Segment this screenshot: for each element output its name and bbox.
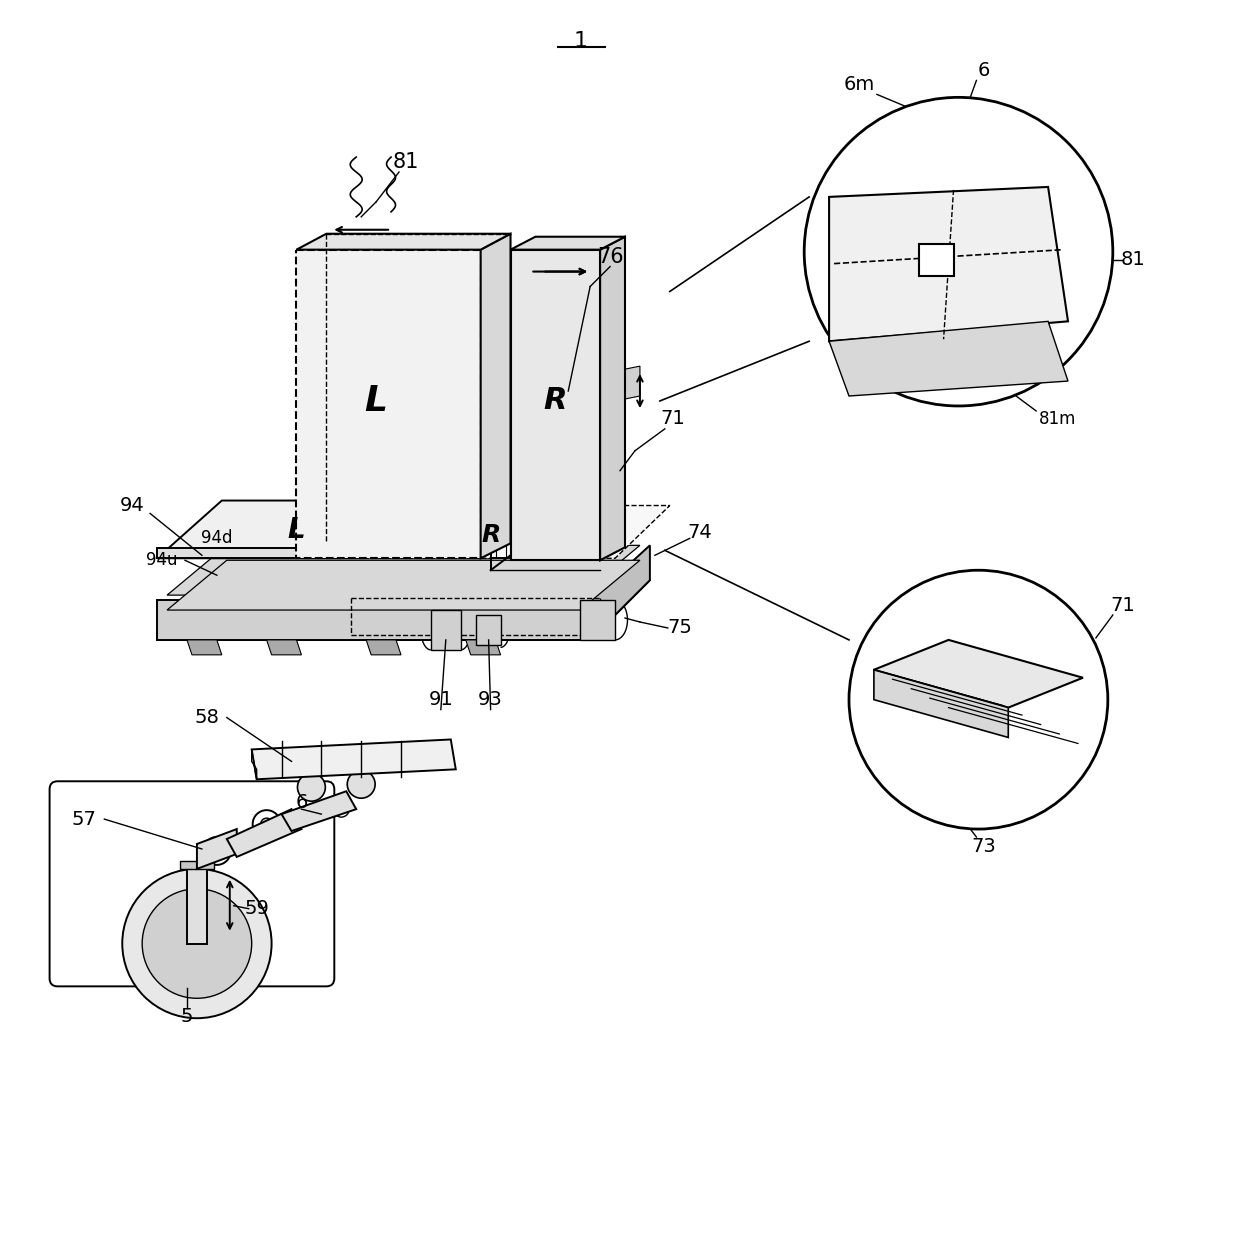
Circle shape bbox=[123, 869, 271, 1018]
Polygon shape bbox=[600, 237, 626, 560]
Circle shape bbox=[849, 570, 1108, 829]
Polygon shape bbox=[874, 640, 1083, 707]
Bar bbox=[186, 869, 206, 943]
Polygon shape bbox=[510, 237, 626, 249]
Polygon shape bbox=[158, 581, 649, 640]
Circle shape bbox=[203, 836, 230, 865]
Text: 6: 6 bbox=[977, 61, 990, 79]
Text: 76: 76 bbox=[597, 247, 623, 267]
Polygon shape bbox=[186, 640, 221, 655]
Text: 94u: 94u bbox=[146, 551, 178, 570]
Bar bbox=[918, 243, 953, 276]
Polygon shape bbox=[480, 233, 510, 558]
Polygon shape bbox=[226, 809, 301, 858]
Circle shape bbox=[143, 889, 251, 998]
Text: 71: 71 bbox=[1111, 596, 1135, 614]
Polygon shape bbox=[296, 249, 480, 558]
Polygon shape bbox=[281, 792, 357, 831]
Text: 73: 73 bbox=[971, 838, 996, 856]
Circle shape bbox=[298, 773, 325, 802]
Text: 71: 71 bbox=[661, 410, 686, 428]
Polygon shape bbox=[168, 545, 641, 596]
FancyBboxPatch shape bbox=[50, 782, 334, 987]
Polygon shape bbox=[874, 670, 1008, 737]
Text: 81: 81 bbox=[1121, 251, 1145, 269]
Polygon shape bbox=[510, 249, 600, 560]
Polygon shape bbox=[465, 640, 500, 655]
Text: 81: 81 bbox=[393, 153, 419, 172]
Polygon shape bbox=[475, 616, 500, 645]
Circle shape bbox=[253, 810, 280, 838]
Polygon shape bbox=[580, 601, 615, 640]
Text: 59: 59 bbox=[244, 900, 269, 918]
Text: L: L bbox=[288, 516, 305, 545]
Polygon shape bbox=[367, 640, 402, 655]
Polygon shape bbox=[168, 560, 641, 611]
Text: 1: 1 bbox=[573, 31, 587, 51]
Polygon shape bbox=[158, 601, 590, 640]
Text: 58: 58 bbox=[194, 709, 219, 727]
Polygon shape bbox=[251, 750, 256, 779]
Polygon shape bbox=[158, 549, 490, 558]
Circle shape bbox=[804, 97, 1113, 406]
Text: 81m: 81m bbox=[1040, 410, 1077, 428]
Polygon shape bbox=[296, 233, 510, 249]
Text: 94d: 94d bbox=[201, 530, 233, 547]
Text: 94: 94 bbox=[120, 496, 145, 515]
Polygon shape bbox=[829, 321, 1068, 396]
Polygon shape bbox=[180, 861, 214, 869]
Polygon shape bbox=[829, 187, 1068, 341]
Polygon shape bbox=[251, 740, 455, 779]
Polygon shape bbox=[357, 505, 669, 558]
Polygon shape bbox=[615, 366, 641, 401]
Polygon shape bbox=[196, 829, 236, 869]
Text: 6m: 6m bbox=[843, 74, 874, 94]
Circle shape bbox=[348, 771, 375, 798]
Polygon shape bbox=[590, 545, 649, 640]
Circle shape bbox=[260, 818, 273, 830]
Text: 91: 91 bbox=[428, 690, 453, 709]
Text: 93: 93 bbox=[478, 690, 503, 709]
Text: R: R bbox=[480, 524, 500, 547]
Polygon shape bbox=[158, 500, 555, 558]
Text: 5: 5 bbox=[180, 1006, 193, 1026]
Text: 57: 57 bbox=[73, 809, 96, 829]
Circle shape bbox=[333, 802, 349, 817]
Text: 6: 6 bbox=[295, 793, 308, 812]
Text: R: R bbox=[544, 386, 567, 416]
Text: 75: 75 bbox=[667, 618, 692, 638]
Polygon shape bbox=[430, 611, 460, 650]
Circle shape bbox=[211, 845, 223, 858]
Text: L: L bbox=[364, 383, 388, 418]
Polygon shape bbox=[266, 640, 301, 655]
Text: 74: 74 bbox=[687, 522, 712, 542]
